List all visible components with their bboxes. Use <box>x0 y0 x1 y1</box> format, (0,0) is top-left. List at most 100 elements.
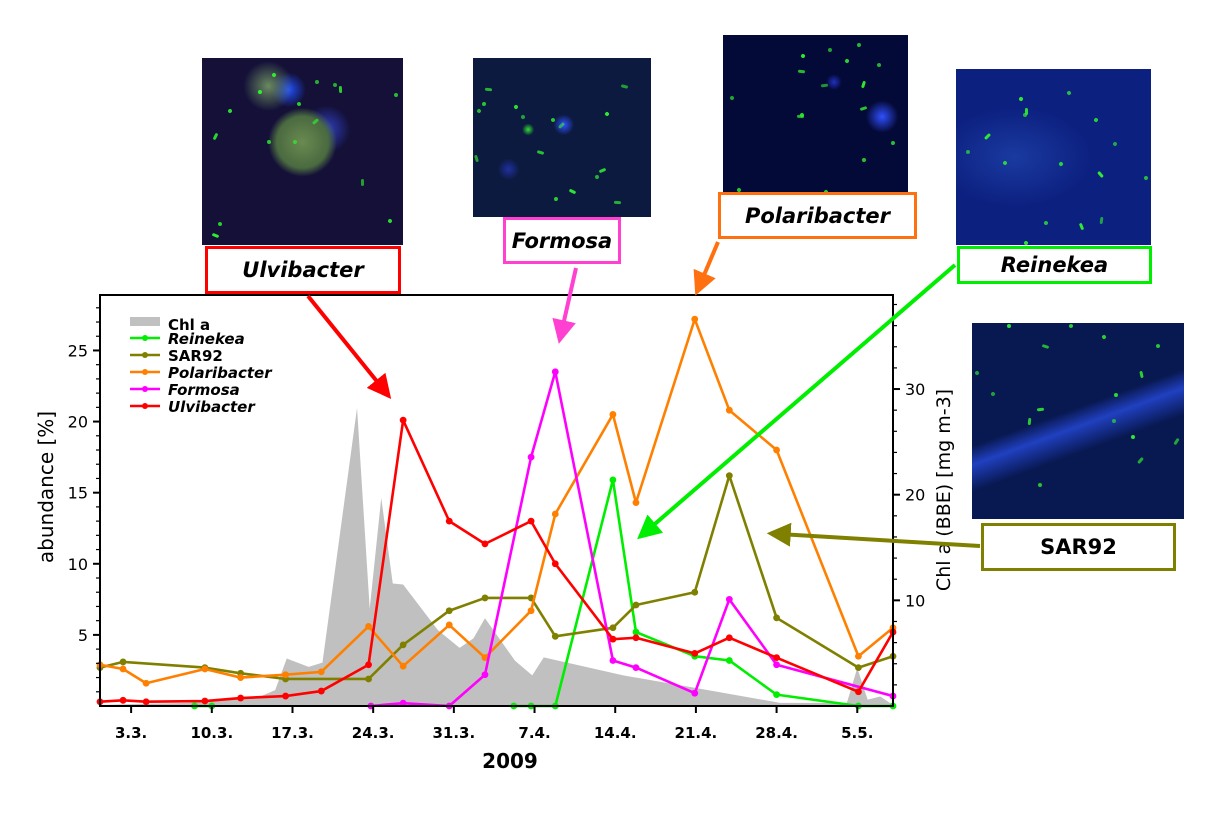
cell-dot <box>393 93 399 98</box>
cell-dot <box>1058 161 1064 167</box>
cell-dot <box>1023 240 1029 245</box>
data-point <box>201 665 209 673</box>
legend-label: Chl a <box>168 316 210 334</box>
x-tick-label: 21.4. <box>675 724 718 742</box>
data-point <box>399 641 407 649</box>
legend-marker <box>142 386 148 392</box>
annotation-arrow-polaribacter <box>693 241 720 296</box>
cell-dot <box>1114 392 1119 398</box>
data-point <box>282 671 289 679</box>
cell-dot <box>614 200 622 204</box>
cell-dot <box>603 110 610 117</box>
cell-dot <box>558 121 566 129</box>
data-point <box>527 453 535 461</box>
cell-dot <box>1065 90 1072 96</box>
cell-dot <box>890 141 895 146</box>
data-point <box>855 664 862 672</box>
series-line <box>99 317 894 685</box>
data-point <box>773 654 780 662</box>
data-point <box>632 499 640 507</box>
data-point <box>691 689 699 697</box>
cell-dot <box>536 150 545 156</box>
data-point <box>119 658 127 666</box>
legend-marker <box>142 335 148 341</box>
cell-dot <box>800 53 806 59</box>
cell-dot <box>476 108 483 115</box>
cell-dot <box>983 133 991 141</box>
legend-marker <box>142 403 148 409</box>
data-point <box>527 607 535 615</box>
microscopy-image-formosa <box>473 58 651 217</box>
data-point <box>481 654 489 662</box>
cell-dot <box>361 178 365 186</box>
data-point <box>142 679 150 687</box>
label-formosa: Formosa <box>503 217 621 264</box>
cell-dot <box>598 167 607 174</box>
cell-dot <box>844 58 850 64</box>
cell-dot <box>481 102 487 107</box>
cell-dot <box>212 132 218 141</box>
microscopy-image-sar92 <box>972 323 1184 519</box>
x-tick-label: 7.4. <box>518 724 550 742</box>
cell-dot <box>728 95 735 101</box>
data-point <box>609 635 617 643</box>
cell-dot <box>1068 323 1074 329</box>
data-point <box>609 657 617 664</box>
data-point <box>365 661 372 669</box>
legend-label: Polaribacter <box>168 364 273 382</box>
data-point <box>317 687 325 695</box>
data-point <box>201 697 209 705</box>
x-axis-label: 2009 <box>482 749 538 773</box>
x-tick-label: 10.3. <box>190 724 233 742</box>
microscopy-image-polaribacter <box>723 35 908 192</box>
cell-dot <box>550 117 556 123</box>
cell-dot <box>861 157 867 163</box>
cell-dot <box>797 69 806 74</box>
label-sar92: SAR92 <box>981 523 1176 571</box>
cell-dot <box>876 62 882 68</box>
cell-dot <box>296 101 302 107</box>
microscopy-image-ulvibacter <box>202 58 403 245</box>
cell-dot <box>1041 344 1050 350</box>
data-point <box>855 688 862 696</box>
cell-dot <box>1099 216 1104 224</box>
cell-dot <box>1142 175 1149 181</box>
cell-dot <box>1007 323 1012 328</box>
cell-dot <box>314 79 320 84</box>
cell-dot <box>1138 370 1144 379</box>
series-sar92 <box>96 472 897 683</box>
cell-dot <box>1022 112 1028 117</box>
data-point <box>551 632 559 640</box>
y-axis-label: abundance [%] <box>34 411 58 563</box>
cell-dot <box>856 42 861 48</box>
data-point <box>365 675 372 683</box>
cell-dot <box>820 84 828 88</box>
data-point <box>725 657 733 664</box>
data-point <box>551 560 559 568</box>
y2-axis-label: Chl a (BBE) [mg m-3] <box>933 389 955 591</box>
legend-swatch-chl-a <box>130 317 160 326</box>
x-tick-label: 31.3. <box>432 724 475 742</box>
data-point <box>725 472 733 480</box>
plot-frame <box>99 294 894 707</box>
data-point <box>119 665 127 673</box>
annotation-arrow-formosa <box>552 267 578 344</box>
cell-dot <box>1028 418 1032 426</box>
y2-tick-label: 10 <box>905 591 925 610</box>
cell-dot <box>1131 434 1136 439</box>
legend-label: Formosa <box>168 381 240 399</box>
cell-dot <box>227 107 234 114</box>
cell-dot <box>797 114 805 119</box>
data-point <box>237 674 245 681</box>
cell-dot <box>1079 222 1085 231</box>
legend-marker <box>142 352 148 358</box>
y2-tick-label: 30 <box>905 380 925 399</box>
cell-dot <box>474 154 480 163</box>
cell-dot <box>332 83 338 88</box>
data-point <box>399 416 407 424</box>
annotation-arrow-reinekea <box>637 263 957 540</box>
data-point <box>445 517 453 525</box>
cell-dot <box>828 48 833 53</box>
y-tick-label: 15 <box>68 484 88 503</box>
